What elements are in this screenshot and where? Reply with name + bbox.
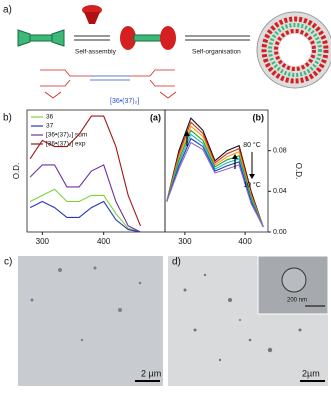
- molecule-37: [82, 5, 102, 24]
- particles: [30, 266, 142, 342]
- x-tick-label: 400: [97, 237, 111, 246]
- y-axis-label: O.D.: [12, 163, 21, 179]
- series-line: [29, 115, 142, 227]
- scale-label: 2µm: [302, 368, 320, 378]
- chart-title: (a): [150, 112, 161, 122]
- panel-label: c): [4, 257, 12, 268]
- y-axis-label: O.D.: [294, 163, 303, 179]
- y-tick-label: 0.08: [273, 148, 287, 155]
- arrow-head: [184, 131, 190, 136]
- equilibrium-arrow: [185, 35, 250, 41]
- scale-label: 2 µm: [141, 368, 161, 378]
- series-line: [166, 133, 264, 228]
- molecule-36: [17, 29, 65, 47]
- arrow-head: [232, 154, 238, 159]
- series-line: [29, 200, 141, 233]
- series-line: [166, 117, 264, 228]
- y-tick-label: 0.04: [273, 188, 287, 195]
- complex: [120, 26, 176, 50]
- annotation: 80 °C: [243, 141, 261, 149]
- series-line: [166, 129, 264, 228]
- complex-label: [36•(37)₂]: [110, 98, 139, 105]
- panel-label: d): [172, 257, 181, 268]
- x-tick-label: 300: [36, 237, 50, 246]
- chart-title: (b): [253, 112, 265, 122]
- series-line: [29, 164, 141, 233]
- legend-label: 36: [46, 114, 54, 121]
- step-label: Self-organisation: [192, 49, 241, 56]
- legend-label: [36•(37)₂] sum: [46, 132, 87, 139]
- plot-frame: [164, 109, 269, 233]
- vesicle: [256, 11, 331, 89]
- micrograph: [18, 256, 163, 386]
- equilibrium-arrow: [74, 35, 110, 41]
- particles: [183, 273, 302, 362]
- y-tick-label: 0.00: [273, 229, 287, 236]
- annotation: 10 °C: [243, 181, 261, 189]
- scale-label: 200 nm: [287, 298, 307, 304]
- legend-label: 37: [46, 123, 54, 130]
- panel-label: b): [3, 113, 12, 124]
- series-line: [166, 137, 264, 228]
- x-tick-label: 300: [178, 237, 192, 246]
- series-line: [166, 141, 264, 228]
- x-tick-label: 400: [238, 237, 252, 246]
- series-line: [166, 121, 264, 228]
- arrow-head: [249, 174, 255, 179]
- step-label: Self-assembly: [75, 49, 117, 56]
- chemical-structure: [40, 69, 177, 99]
- panel-label: a): [3, 5, 12, 16]
- vesicle-image: [281, 267, 307, 293]
- series-line: [29, 188, 141, 233]
- legend-label: [36•(37)₂] exp: [46, 141, 86, 148]
- series-line: [166, 125, 264, 228]
